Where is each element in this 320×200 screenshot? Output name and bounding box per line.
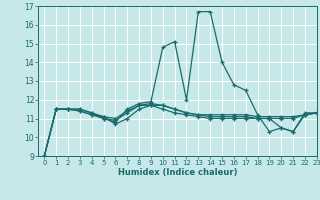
X-axis label: Humidex (Indice chaleur): Humidex (Indice chaleur): [118, 168, 237, 177]
